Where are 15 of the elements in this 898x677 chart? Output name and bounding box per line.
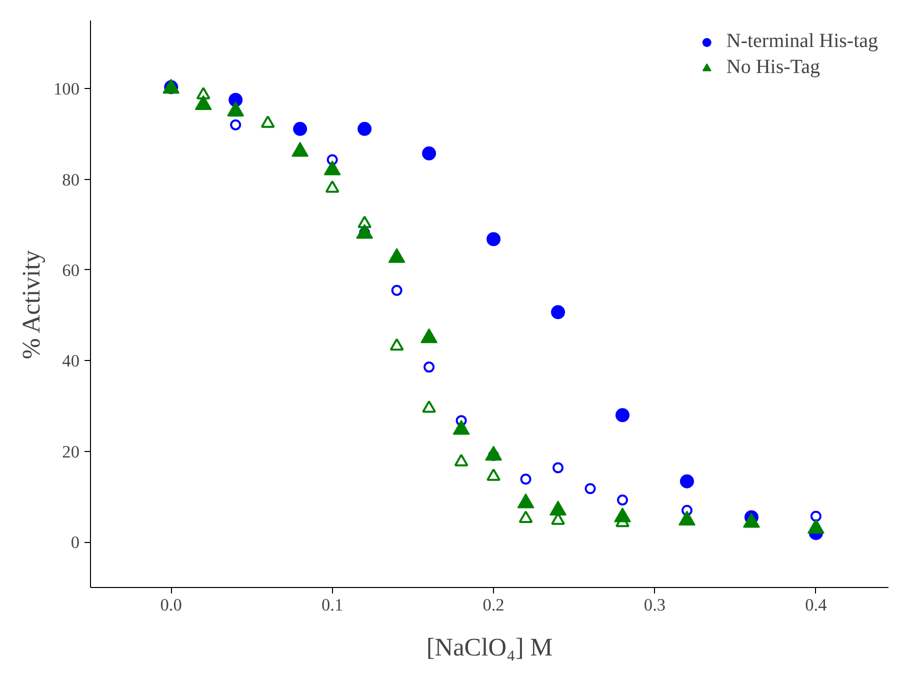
x-axis-title: [NaClO₄] M	[426, 634, 553, 662]
x-tick-label: 0.1	[321, 596, 344, 614]
y-tick-label: 100	[54, 80, 80, 99]
y-tick-label: 60	[62, 260, 80, 280]
y-tick-label: 20	[62, 442, 80, 462]
y-axis-title: % Activity	[18, 250, 46, 360]
x-tick-label: 0.3	[644, 596, 666, 614]
y-tick-label: 0	[70, 533, 80, 552]
y-tick-label: 40	[62, 352, 80, 371]
legend-label: N-terminal His-tag	[726, 30, 878, 53]
legend-label: No His-Tag	[726, 56, 820, 79]
x-tick-label: 0.4	[805, 596, 828, 614]
x-tick-label: 0.0	[160, 596, 182, 614]
y-tick-label: 80	[62, 170, 80, 190]
x-tick-label: 0.2	[482, 596, 504, 614]
